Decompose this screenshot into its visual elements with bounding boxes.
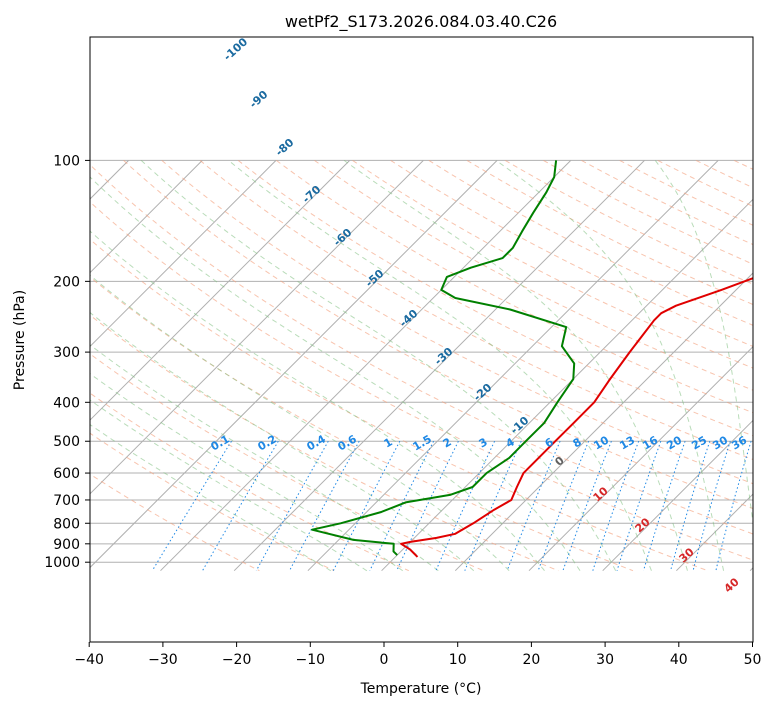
moist-adiabat	[496, 160, 723, 570]
mixing-ratio-line	[593, 441, 639, 571]
mixing-ratio-label: 0.1	[209, 432, 232, 453]
temperature-series	[401, 160, 775, 557]
chart-title: wetPf2_S173.2026.084.03.40.C26	[285, 12, 557, 32]
isotherm-line	[13, 160, 423, 570]
mixing-ratio-label: 1.5	[411, 432, 434, 453]
dry-adiabat	[734, 160, 775, 570]
y-tick-label: 500	[53, 434, 80, 450]
y-tick-label: 100	[53, 153, 80, 169]
dry-adiabat	[124, 160, 775, 570]
mixing-ratio-line	[203, 441, 279, 571]
mixing-ratio-line	[507, 441, 560, 571]
x-tick-label: 40	[670, 652, 688, 668]
y-tick-label: 900	[53, 537, 80, 553]
y-tick-label: 1000	[44, 555, 80, 571]
dry-adiabat	[0, 160, 259, 570]
dry-adiabat	[0, 160, 633, 570]
mixing-ratio-label: 36	[729, 433, 749, 452]
x-tick-label: −10	[296, 652, 326, 668]
mixing-ratio-label: 0.2	[256, 432, 279, 453]
dry-adiabat-label: -20	[471, 381, 495, 404]
x-tick-label: 10	[449, 652, 467, 668]
dry-adiabat-label: -100	[221, 35, 250, 63]
dry-adiabat	[276, 160, 775, 570]
dry-adiabat	[314, 160, 775, 570]
x-tick-label: −40	[74, 652, 104, 668]
temperature-line	[401, 160, 775, 557]
mixing-ratio-label: 3	[477, 435, 490, 450]
dry-adiabat-label: -70	[300, 183, 324, 206]
dry-adiabat-label: -80	[273, 136, 297, 159]
mixing-ratio-label: 0.4	[305, 432, 329, 453]
dry-adiabat	[0, 160, 334, 570]
dry-adiabat	[353, 160, 775, 570]
dry-adiabat	[658, 160, 775, 570]
y-axis-label: Pressure (hPa)	[12, 290, 28, 390]
x-axis-label: Temperature (°C)	[360, 681, 482, 697]
mixing-ratio-line	[563, 441, 612, 571]
x-tick-label: 0	[380, 652, 389, 668]
dry-adiabat-label: 40	[722, 575, 742, 595]
dry-adiabat	[162, 160, 775, 570]
moist-adiabat	[767, 160, 775, 570]
dry-adiabat	[0, 160, 484, 570]
moist-adiabat	[655, 160, 760, 570]
dry-adiabat-label: -90	[247, 88, 271, 111]
moist-adiabat	[0, 160, 403, 570]
isotherm-line	[603, 160, 775, 570]
isotherm-line	[87, 160, 497, 570]
y-tick-label: 800	[53, 516, 80, 532]
dry-adiabat-label: -40	[397, 307, 421, 330]
dry-adiabat-label: -30	[432, 345, 456, 368]
dry-adiabat-label: 20	[633, 515, 653, 535]
y-tick-label: 200	[53, 274, 80, 290]
x-tick-label: 50	[744, 652, 762, 668]
isotherm-line	[0, 160, 202, 570]
moist-adiabat	[0, 160, 474, 570]
moist-adiabat	[74, 160, 581, 570]
mixing-ratio-line	[397, 441, 459, 571]
dry-adiabat	[9, 160, 708, 570]
isotherm-line	[0, 160, 350, 570]
mixing-ratio-line	[256, 441, 328, 571]
dry-adiabat	[47, 160, 775, 570]
dry-adiabat	[200, 160, 775, 570]
dry-adiabat	[543, 160, 775, 570]
x-tick-label: 30	[596, 652, 614, 668]
plot-frame	[90, 37, 753, 642]
dry-adiabat-label: -50	[363, 267, 387, 290]
isotherm-line	[455, 160, 775, 570]
mixing-ratio-label: 2	[441, 435, 454, 450]
dry-adiabat	[620, 160, 775, 570]
x-tick-label: −20	[222, 652, 252, 668]
moist-adiabat	[0, 160, 367, 570]
y-tick-label: 400	[53, 395, 80, 411]
isotherm-line	[750, 160, 775, 570]
dry-adiabat-label: -10	[508, 414, 532, 437]
isotherm-line	[676, 160, 775, 570]
isotherm-line	[0, 160, 276, 570]
y-tick-label: 300	[53, 345, 80, 361]
mixing-ratio-label: 25	[689, 434, 709, 453]
isotherm-line	[308, 160, 718, 570]
y-tick-label: 700	[53, 493, 80, 509]
x-tick-label: −30	[148, 652, 178, 668]
mixing-ratio-line	[644, 441, 686, 571]
mixing-ratio-label: 0.6	[336, 432, 360, 453]
dry-adiabat	[696, 160, 775, 570]
y-tick-label: 600	[53, 466, 80, 482]
moist-adiabat	[344, 160, 687, 570]
mixing-ratio-label: 1	[382, 435, 395, 450]
dry-adiabat	[0, 160, 558, 570]
x-tick-label: 20	[522, 652, 540, 668]
mixing-ratio-label: 8	[571, 435, 584, 450]
